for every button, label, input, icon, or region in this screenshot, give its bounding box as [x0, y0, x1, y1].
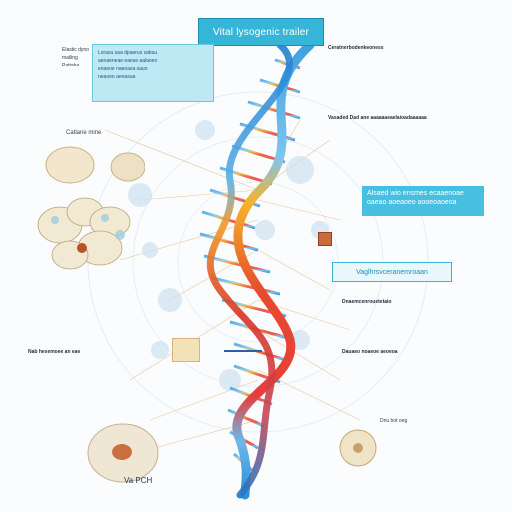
right-mid-text: Dnaemcenrouetetaio [342, 298, 422, 338]
middle-right-text: Vasaded Dad ane aaaaaaeaelaioadaaaaaa [328, 114, 448, 174]
cell-illustration-right [339, 429, 377, 467]
middle-right-heading: Vasaded Dad ane aaaaaaeaelaioadaaaaaa [328, 115, 427, 121]
left-heading: Nab hesemoee an eae [28, 349, 81, 355]
page-title: Vital lysogenic trailer [198, 18, 324, 46]
cell-illustration [87, 423, 159, 483]
cyan-info-box: Alsaed wio ensmes ecaaenoae oaeao aoeaoe… [362, 186, 484, 216]
right-low-text: Dauaeo noaeoe aeoeoa [342, 348, 472, 408]
right-low-heading: Dauaeo noaeoe aeoeoa [342, 349, 398, 355]
bottom-label: Va PCH [124, 476, 153, 485]
cell-cluster [37, 146, 145, 270]
top-right-heading: Ceratnerbodenkeoness [328, 45, 384, 51]
top-left-note: Elastic dyno mailing Pattaba [62, 47, 89, 66]
pathway-label: Vaglhrsvceranemroaan [332, 262, 452, 282]
dna-helix [199, 40, 315, 500]
vector-bar [224, 350, 262, 352]
right-small-note: Dnu bot oeg [380, 418, 408, 424]
left-text: Nab hesemoee an eae [28, 348, 132, 408]
left-small-label: Catlane mine [66, 130, 102, 136]
top-left-info-box: Lorasu saa dpaerus sabuu aenaeneae eaese… [92, 44, 214, 102]
marker-right [318, 232, 332, 246]
top-right-text: Ceratnerbodenkeoness [328, 44, 438, 100]
protein-block [172, 338, 200, 362]
right-mid-heading: Dnaemcenrouetetaio [342, 299, 392, 305]
